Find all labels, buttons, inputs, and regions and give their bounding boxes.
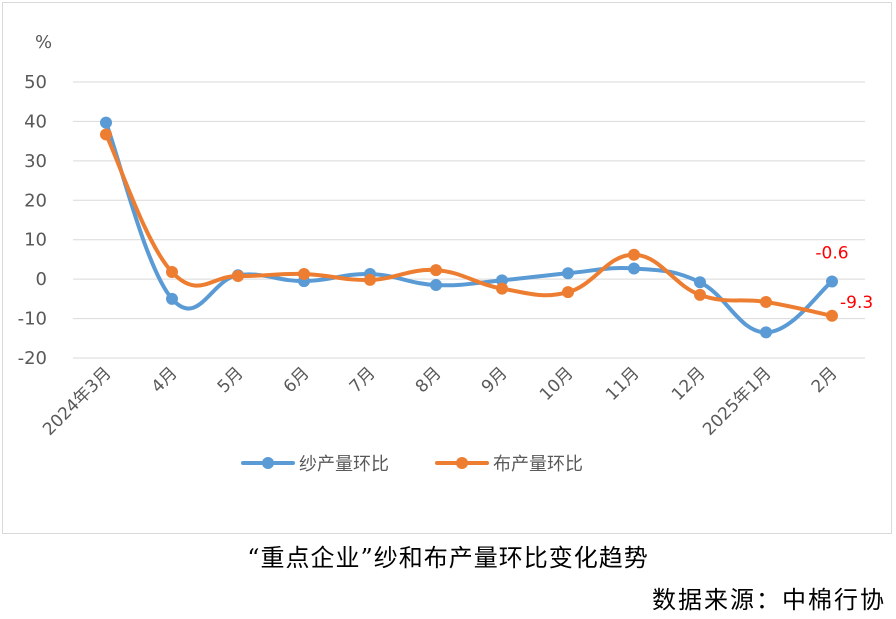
- data-point: [826, 275, 838, 288]
- x-tick-label: 2025年1月: [699, 363, 775, 439]
- y-tick-label: 20: [24, 190, 47, 211]
- legend-item-2: 布产量环比: [435, 454, 583, 475]
- data-point: [562, 286, 574, 299]
- y-tick-label: 10: [24, 230, 47, 251]
- data-point: [298, 268, 310, 281]
- series-2: [100, 128, 838, 322]
- series-lines: [100, 116, 838, 339]
- chart-caption: “重点企业”纱和布产量环比变化趋势: [247, 544, 649, 572]
- data-point: [694, 276, 706, 289]
- data-label: -9.3: [840, 293, 873, 313]
- data-label: -0.6: [815, 244, 848, 264]
- data-point: [628, 262, 640, 275]
- y-tick-label: 40: [24, 111, 47, 132]
- series-1: [100, 116, 838, 339]
- x-tick-label: 2024年3月: [39, 363, 115, 439]
- data-point: [430, 264, 442, 277]
- data-point: [562, 267, 574, 280]
- x-tick-label: 10月: [536, 363, 577, 404]
- data-point: [364, 273, 376, 286]
- x-tick-label: 12月: [668, 363, 709, 404]
- y-axis-ticks: 50 40 30 20 10 0 -10 -20: [18, 72, 47, 369]
- data-point: [232, 269, 244, 282]
- x-tick-label: 5月: [214, 363, 248, 397]
- y-tick-label: 0: [36, 269, 47, 290]
- chart-frame: [2, 2, 892, 534]
- data-point: [826, 309, 838, 322]
- line-chart: % 50 40 30 20 10 0 -10 -20 2024年3月 4月 5月 6月 7月 8月 9月 1…: [18, 32, 874, 475]
- y-tick-label: 50: [24, 72, 47, 93]
- data-point: [430, 279, 442, 292]
- data-point: [166, 266, 178, 279]
- data-point: [694, 288, 706, 301]
- data-point: [628, 248, 640, 261]
- data-point: [760, 326, 772, 339]
- x-tick-label: 9月: [478, 363, 512, 397]
- data-point: [100, 128, 112, 141]
- y-tick-label: -20: [18, 348, 47, 369]
- y-tick-label: -10: [18, 309, 47, 330]
- y-unit-label: %: [35, 32, 52, 53]
- x-tick-label: 7月: [346, 363, 380, 397]
- legend: 纱产量环比 布产量环比: [241, 454, 583, 475]
- x-tick-label: 8月: [412, 363, 446, 397]
- series-line: [104, 120, 834, 335]
- data-point: [760, 296, 772, 309]
- data-point: [166, 292, 178, 305]
- data-point: [496, 282, 508, 295]
- legend-label: 纱产量环比: [299, 454, 389, 475]
- legend-label: 布产量环比: [493, 454, 583, 475]
- legend-marker: [456, 457, 468, 469]
- legend-item-1: 纱产量环比: [241, 454, 389, 475]
- data-source: 数据来源：中棉行协: [652, 586, 886, 614]
- x-tick-label: 11月: [602, 363, 643, 404]
- x-tick-label: 4月: [148, 363, 182, 397]
- data-point: [496, 274, 508, 287]
- x-tick-label: 2月: [808, 363, 842, 397]
- legend-marker: [262, 457, 274, 469]
- x-tick-label: 6月: [280, 363, 314, 397]
- gridlines: [73, 81, 865, 359]
- y-tick-label: 30: [24, 151, 47, 172]
- data-point: [100, 116, 112, 129]
- data-labels: -0.6 -9.3: [815, 244, 873, 313]
